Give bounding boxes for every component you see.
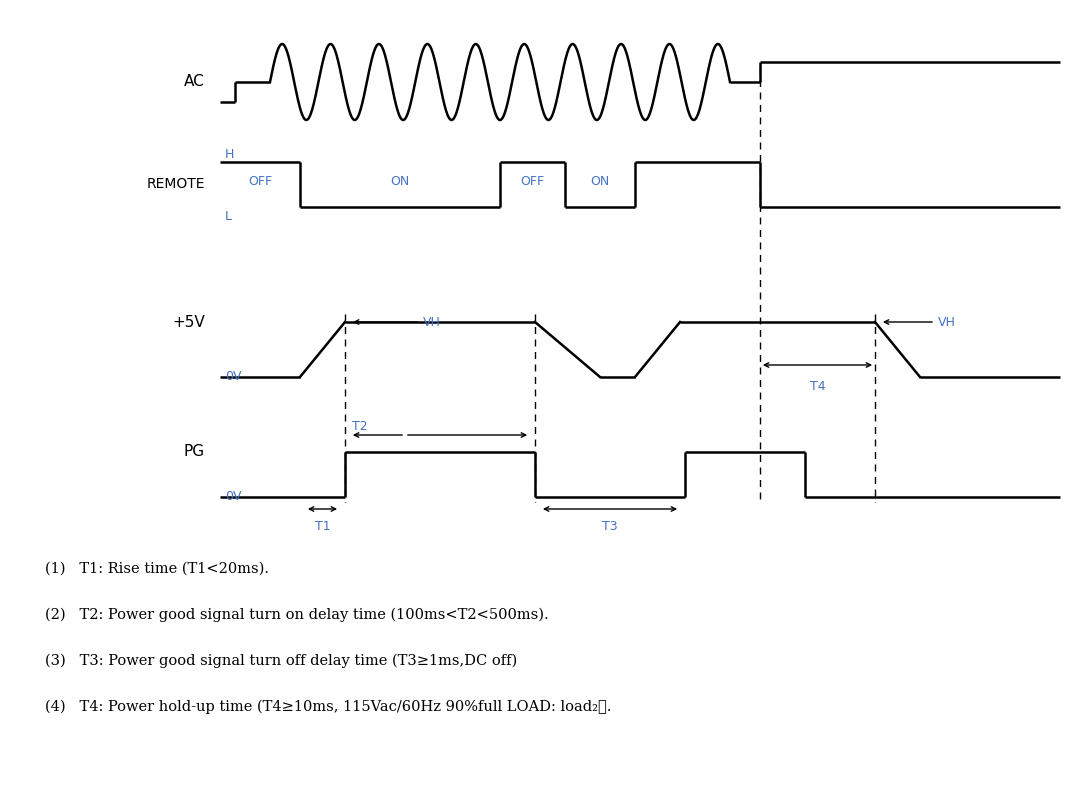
Text: PG: PG [184,445,205,459]
Text: +5V: +5V [172,315,205,329]
Text: ON: ON [390,175,409,188]
Text: OFF: OFF [521,175,544,188]
Text: 0V: 0V [225,491,242,504]
Text: T3: T3 [603,520,618,533]
Text: AC: AC [185,74,205,90]
Text: OFF: OFF [248,175,272,188]
Text: L: L [225,211,232,224]
Text: (2)   T2: Power good signal turn on delay time (100ms<T2<500ms).: (2) T2: Power good signal turn on delay … [45,608,549,622]
Text: T4: T4 [810,379,825,392]
Text: T1: T1 [314,520,330,533]
Text: 0V: 0V [225,370,242,383]
Text: (4)   T4: Power hold-up time (T4≥10ms, 115Vac/60Hz 90%full LOAD: load₂）.: (4) T4: Power hold-up time (T4≥10ms, 115… [45,700,611,714]
Text: H: H [225,148,234,161]
Text: REMOTE: REMOTE [147,178,205,191]
Text: (1)   T1: Rise time (T1<20ms).: (1) T1: Rise time (T1<20ms). [45,562,269,576]
Text: T2: T2 [352,420,367,433]
Text: ON: ON [591,175,609,188]
Text: VH: VH [939,316,956,328]
Text: (3)   T3: Power good signal turn off delay time (T3≥1ms,DC off): (3) T3: Power good signal turn off delay… [45,654,517,668]
Text: VH: VH [423,316,441,328]
